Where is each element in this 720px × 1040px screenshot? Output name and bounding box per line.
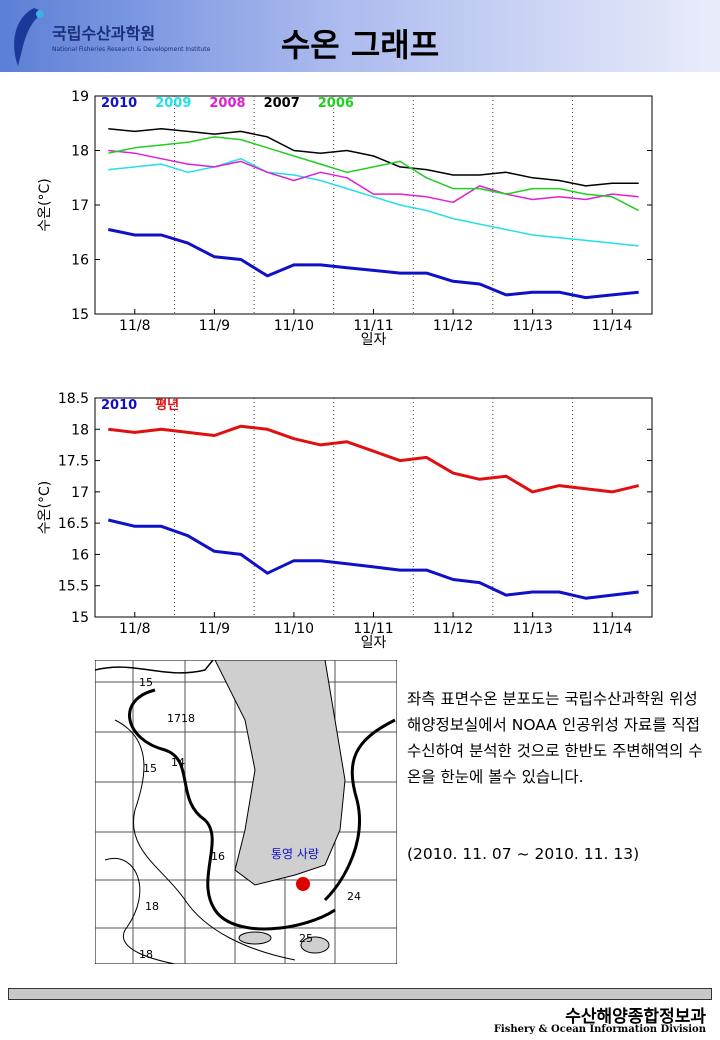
contour-label: 18: [139, 948, 153, 961]
x-tick-label: 11/8: [119, 318, 150, 334]
footer-bar: [8, 988, 712, 1000]
page-title: 수온 그래프: [280, 26, 440, 64]
x-tick-label: 11/13: [512, 318, 552, 334]
contour-label: 25: [299, 932, 313, 945]
series-line: [108, 136, 640, 212]
contour: [323, 718, 396, 902]
x-tick-label: 11/9: [199, 318, 230, 334]
x-tick-label: 11/14: [592, 621, 632, 637]
contour-label: 24: [347, 890, 361, 903]
footer-title: 수산해양종합정보과: [565, 1007, 706, 1027]
x-tick-label: 11/12: [433, 318, 473, 334]
x-tick-label: 11/14: [592, 318, 632, 334]
footer-subtitle: Fishery & Ocean Information Division: [493, 1024, 706, 1035]
y-axis-label: 수온(°C): [37, 178, 53, 231]
contour-label: 15: [143, 762, 157, 775]
series-line: [108, 127, 639, 187]
location-dot: [296, 877, 310, 891]
legend-entry: 2010: [101, 96, 137, 111]
y-tick-label: 16.5: [58, 516, 89, 532]
description: 좌측 표면수온 분포도는 국립수산과학원 위성해양정보실에서 NOAA 인공위성…: [407, 690, 703, 786]
x-tick-label: 11/13: [512, 621, 552, 637]
y-axis-label: 수온(°C): [37, 481, 53, 534]
x-axis-label: 일자: [361, 635, 387, 650]
logo-mark: [14, 8, 44, 66]
map-labels: 15 17 18 14 15 16 18 24 25 18: [139, 676, 361, 961]
contour-label: 18: [145, 900, 159, 913]
contour: [114, 719, 296, 961]
legend-entry: 2009: [155, 96, 191, 111]
contour-label: 15: [139, 676, 153, 689]
plot-area: [94, 95, 653, 315]
legend-entry: 2007: [264, 96, 300, 111]
x-tick-label: 11/10: [274, 621, 314, 637]
y-tick-label: 18: [71, 422, 89, 438]
series-line: [107, 518, 639, 600]
y-tick-label: 15: [71, 307, 89, 323]
x-tick-label: 11/11: [353, 621, 393, 637]
y-tick-label: 15: [71, 610, 89, 626]
date-range: (2010. 11. 07 ~ 2010. 11. 13): [407, 845, 640, 863]
y-tick-label: 18.5: [58, 391, 89, 407]
y-tick-label: 17: [71, 198, 89, 214]
contour: [95, 660, 214, 674]
sst-map: 통영 사량 15 17 18 14 15 16 18 24 25 18: [95, 660, 397, 964]
x-tick-label: 11/11: [353, 318, 393, 334]
x-tick-label: 11/10: [274, 318, 314, 334]
island: [238, 931, 272, 945]
y-tick-label: 15.5: [58, 579, 89, 595]
logo-text: 국립수산과학원: [52, 24, 156, 43]
island: [300, 936, 330, 954]
contour: [104, 858, 176, 964]
legend-entry: 2010: [101, 398, 137, 413]
y-tick-label: 16: [71, 253, 89, 269]
x-axis-label: 일자: [361, 332, 387, 348]
contour-label: 16: [211, 850, 225, 863]
charts: 15 16 17 18 19 11/8 11/9 11/10 11/11 11/12 11/13 11…: [37, 89, 653, 650]
contour: [128, 688, 336, 931]
x-tick-label: 11/8: [119, 621, 150, 637]
legend-entry: 평년: [155, 397, 179, 413]
y-tick-label: 17: [71, 485, 89, 501]
contour-label: 14: [171, 756, 185, 769]
series-line: [108, 157, 639, 247]
legend-entry: 2008: [209, 96, 245, 111]
logo-subtext: National Fisheries Research & Developmen…: [52, 46, 211, 53]
series-line: [108, 149, 639, 204]
land: [214, 660, 346, 886]
y-tick-label: 17.5: [58, 454, 89, 470]
series-line: [107, 228, 639, 300]
place-label: 통영 사량: [271, 847, 319, 861]
header-bar: [0, 0, 720, 72]
y-tick-label: 16: [71, 547, 89, 563]
series-line: [108, 424, 640, 494]
x-tick-label: 11/9: [199, 621, 230, 637]
legend-entry: 2006: [318, 96, 354, 111]
y-tick-label: 18: [71, 144, 89, 160]
x-tick-label: 11/12: [433, 621, 473, 637]
y-tick-label: 19: [71, 89, 89, 105]
contour-label: 17: [167, 712, 181, 725]
contour-label: 18: [181, 712, 195, 725]
